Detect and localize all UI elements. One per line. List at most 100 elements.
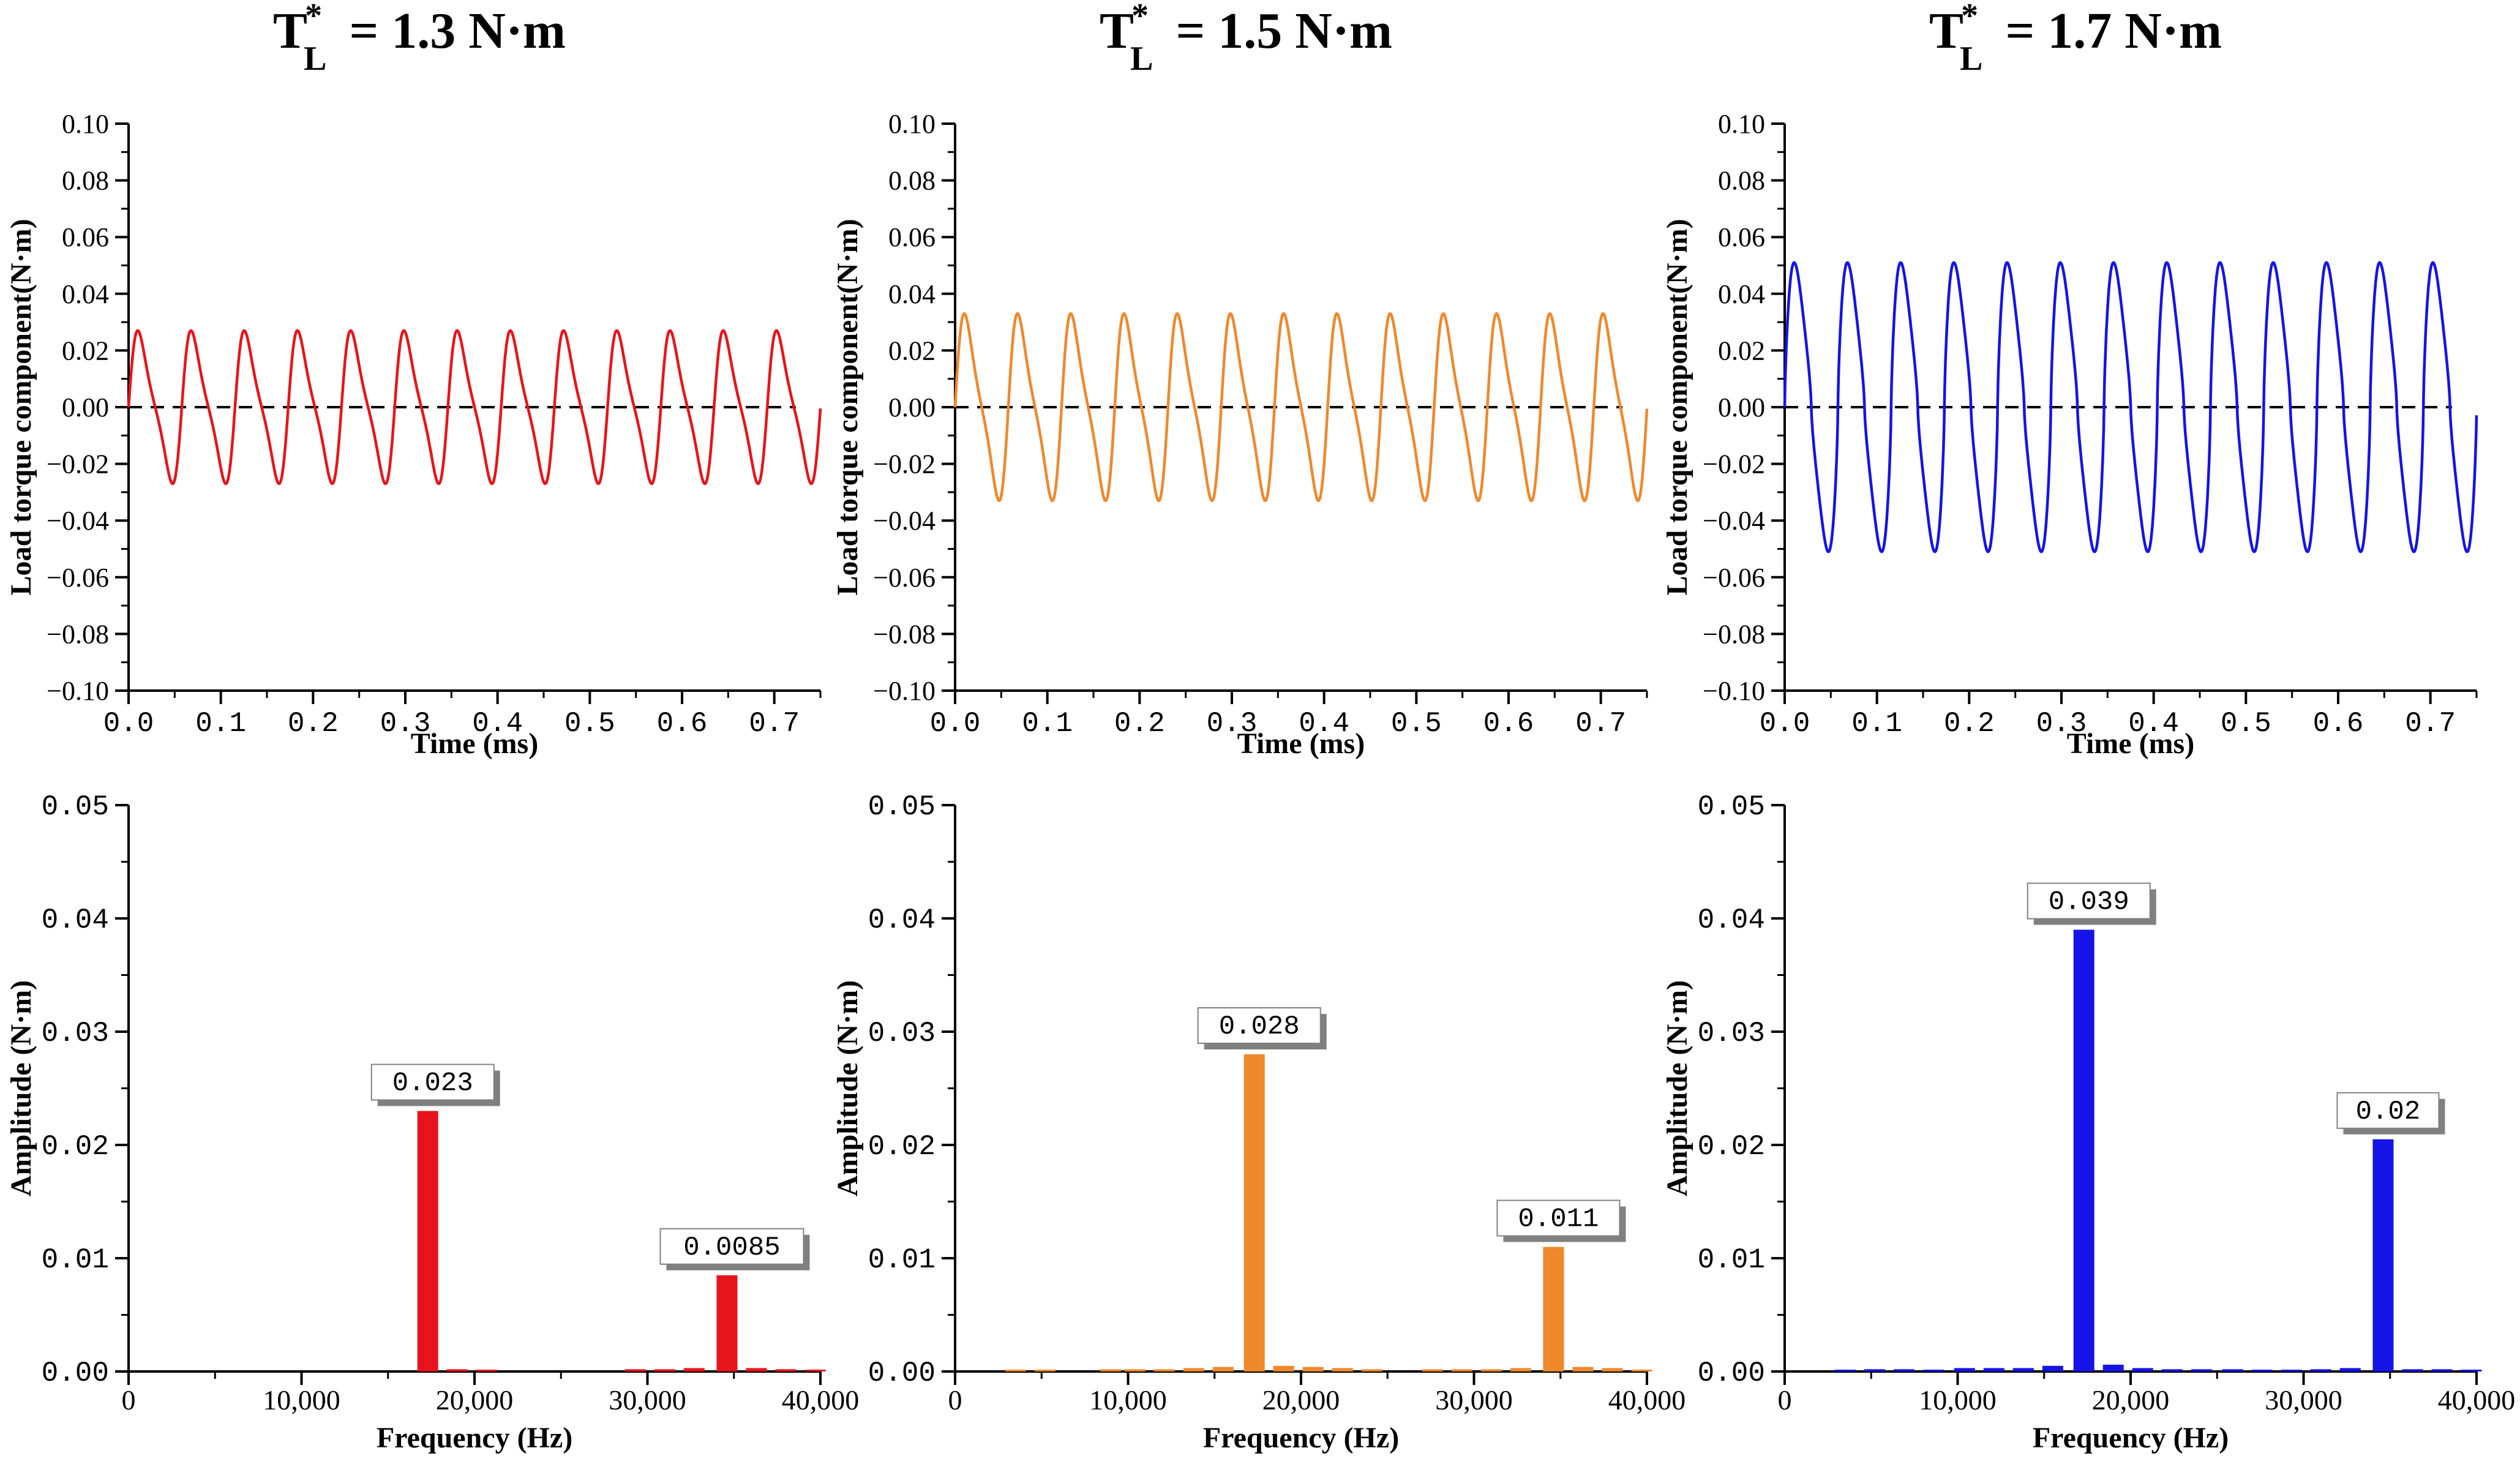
- y-tick-label: 0.01: [868, 1244, 936, 1276]
- x-tick-label: 0.7: [1575, 708, 1626, 740]
- x-tick-label: 10,000: [1089, 1384, 1167, 1416]
- annotation-label: 0.039: [2049, 887, 2129, 918]
- x-axis-label: Frequency (Hz): [377, 1422, 572, 1454]
- x-tick-label: 0.7: [749, 708, 800, 740]
- bar: [446, 1369, 468, 1371]
- bar: [1983, 1368, 2004, 1371]
- bar: [2251, 1370, 2273, 1371]
- bar: [1864, 1369, 1885, 1371]
- bar-chart-panel-2: 0.00 0.01 0.02 0.03 0.04 0.05 0 10,000 20,000 30,…: [831, 791, 1686, 1454]
- annotation-box: [2336, 1092, 2440, 1129]
- annotation-box: [370, 1064, 495, 1101]
- line-chart-panel-3: T* L = 1.7 N·m −0.10 −0.08 −0.06 −0.04 −0.02 0.…: [1661, 0, 2478, 760]
- y-tick-label: 0.05: [1698, 791, 1765, 823]
- y-tick-label: −0.04: [873, 506, 936, 536]
- x-tick-label: 30,000: [609, 1384, 686, 1416]
- y-tick-label: −0.10: [873, 676, 936, 706]
- x-tick-label: 0.4: [2128, 708, 2179, 740]
- series-line: [1783, 261, 2478, 553]
- bar: [1361, 1369, 1382, 1371]
- bar: [2191, 1369, 2212, 1371]
- y-tick-label: 0.03: [868, 1018, 936, 1049]
- x-tick-label: 0.3: [380, 708, 431, 740]
- bar: [2281, 1370, 2302, 1371]
- annotation-label: 0.011: [1518, 1204, 1599, 1235]
- y-tick-label: 0.06: [1718, 222, 1765, 252]
- bar: [1100, 1369, 1122, 1371]
- y-tick-label: 0.00: [888, 392, 936, 422]
- bar: [716, 1275, 738, 1371]
- annotation-box: [1496, 1199, 1621, 1237]
- bar: [1212, 1367, 1234, 1371]
- line-chart-panel-1: T* L = 1.3 N·m −0.10 −0.08 −0.06 −0.04 −0.02 0.…: [5, 0, 822, 760]
- x-tick-label: 0: [948, 1384, 962, 1416]
- y-tick-label: 0.05: [868, 791, 936, 823]
- annotation-label: 0.028: [1219, 1011, 1300, 1042]
- x-tick-label: 40,000: [782, 1384, 860, 1416]
- bar: [1005, 1370, 1026, 1371]
- y-tick-label: 0.04: [1718, 279, 1765, 309]
- bar: [2310, 1369, 2331, 1371]
- x-tick-label: 40,000: [2438, 1384, 2516, 1416]
- y-tick-label: 0.02: [868, 1131, 936, 1163]
- y-tick-label: 0.03: [42, 1018, 109, 1049]
- x-axis-label: Time (ms): [2067, 727, 2194, 760]
- bar: [1034, 1370, 1056, 1371]
- bar: [1893, 1369, 1914, 1371]
- annotation-box: [2027, 882, 2151, 920]
- bar: [1332, 1368, 1353, 1371]
- x-tick-label: 0.2: [288, 708, 339, 740]
- x-tick-label: 0.3: [2036, 708, 2087, 740]
- bar: [1572, 1367, 1594, 1371]
- y-tick-label: 0.02: [888, 336, 936, 366]
- y-tick-label: 0.01: [42, 1244, 109, 1276]
- y-tick-label: −0.06: [873, 563, 936, 593]
- y-tick-label: −0.02: [1703, 449, 1765, 479]
- y-tick-label: −0.04: [1703, 506, 1765, 536]
- x-tick-label: 0.4: [472, 708, 523, 740]
- bar: [746, 1368, 767, 1371]
- annotation-box: [659, 1228, 804, 1265]
- bar: [2461, 1370, 2482, 1371]
- chart-title: T* L = 1.7 N·m: [1929, 0, 2222, 78]
- annotation-box: [1197, 1007, 1321, 1044]
- y-tick-label: 0.01: [1698, 1244, 1765, 1276]
- y-tick-label: 0.00: [1698, 1357, 1765, 1389]
- x-tick-label: 0.5: [564, 708, 615, 740]
- y-tick-label: 0.08: [888, 166, 936, 196]
- bar: [2161, 1369, 2183, 1371]
- bar: [1602, 1368, 1623, 1371]
- y-tick-label: 0.06: [888, 222, 936, 252]
- annotation-label: 0.0085: [683, 1233, 780, 1263]
- x-tick-label: 0.0: [930, 708, 981, 740]
- x-tick-label: 30,000: [1435, 1384, 1513, 1416]
- x-tick-label: 0.7: [2405, 708, 2456, 740]
- y-axis-label: Amplitude (N·m): [1661, 980, 1693, 1196]
- y-tick-label: 0.00: [42, 1357, 109, 1389]
- bar: [1124, 1369, 1146, 1371]
- bar: [1631, 1370, 1652, 1371]
- y-tick-label: 0.02: [1718, 336, 1765, 366]
- bar: [1153, 1369, 1175, 1371]
- y-tick-label: 0.04: [62, 279, 109, 309]
- bar: [1422, 1369, 1443, 1371]
- bar: [654, 1369, 675, 1371]
- y-tick-label: 0.02: [62, 336, 109, 366]
- annotation-label: 0.023: [392, 1068, 473, 1099]
- y-tick-label: −0.02: [873, 449, 936, 479]
- bar: [2372, 1139, 2394, 1371]
- bar: [2431, 1369, 2453, 1371]
- bar: [2222, 1369, 2243, 1371]
- bar: [1922, 1370, 1944, 1371]
- bar: [2402, 1369, 2423, 1371]
- bar: [1451, 1369, 1472, 1371]
- x-tick-label: 0.1: [1851, 708, 1902, 740]
- bar: [1302, 1367, 1324, 1371]
- bar: [2012, 1368, 2034, 1371]
- x-tick-label: 0.0: [103, 708, 154, 740]
- y-tick-label: 0.10: [1718, 109, 1765, 139]
- x-tick-label: 0.5: [1391, 708, 1442, 740]
- bar: [2339, 1368, 2361, 1371]
- x-axis-label: Time (ms): [1237, 727, 1365, 760]
